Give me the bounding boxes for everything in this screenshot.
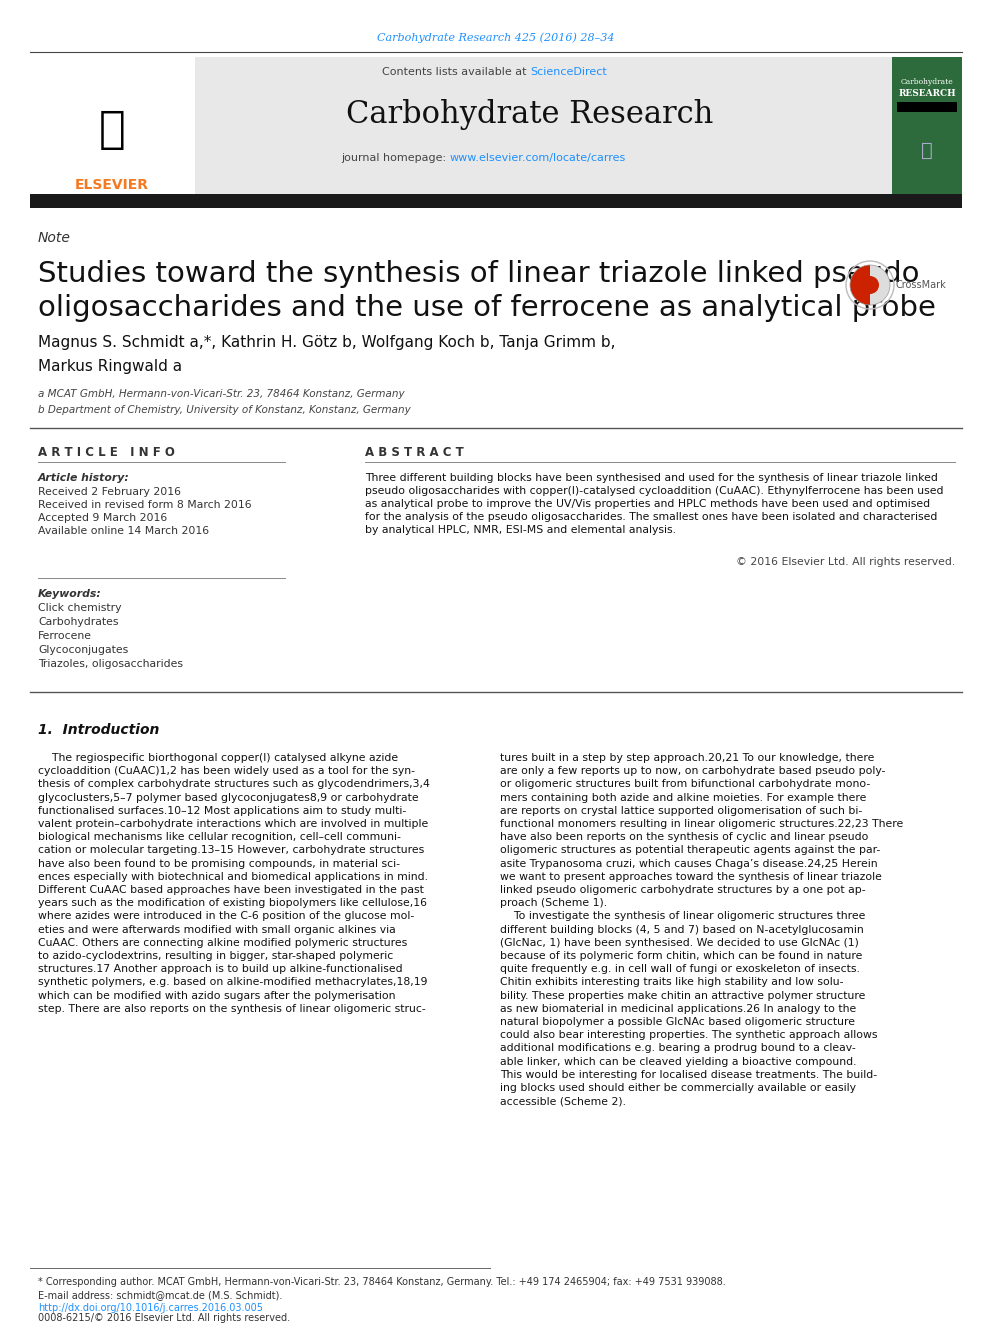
Text: CuAAC. Others are connecting alkine modified polymeric structures: CuAAC. Others are connecting alkine modi…	[38, 938, 408, 947]
Text: Carbohydrates: Carbohydrates	[38, 617, 118, 627]
Text: a MCAT GmbH, Hermann-von-Vicari-Str. 23, 78464 Konstanz, Germany: a MCAT GmbH, Hermann-von-Vicari-Str. 23,…	[38, 389, 405, 400]
Text: Article history:: Article history:	[38, 474, 130, 483]
Text: * Corresponding author. MCAT GmbH, Hermann-von-Vicari-Str. 23, 78464 Konstanz, G: * Corresponding author. MCAT GmbH, Herma…	[38, 1277, 726, 1287]
Text: 0008-6215/© 2016 Elsevier Ltd. All rights reserved.: 0008-6215/© 2016 Elsevier Ltd. All right…	[38, 1312, 290, 1323]
FancyBboxPatch shape	[892, 57, 962, 194]
Text: Contents lists available at: Contents lists available at	[382, 67, 530, 77]
Text: Three different building blocks have been synthesised and used for the synthesis: Three different building blocks have bee…	[365, 474, 937, 483]
Text: able linker, which can be cleaved yielding a bioactive compound.: able linker, which can be cleaved yieldi…	[500, 1057, 856, 1066]
Text: oligomeric structures as potential therapeutic agents against the par-: oligomeric structures as potential thera…	[500, 845, 880, 856]
Text: Available online 14 March 2016: Available online 14 March 2016	[38, 527, 209, 536]
Text: biological mechanisms like cellular recognition, cell–cell communi-: biological mechanisms like cellular reco…	[38, 832, 401, 843]
Text: years such as the modification of existing biopolymers like cellulose,16: years such as the modification of existi…	[38, 898, 427, 908]
Text: we want to present approaches toward the synthesis of linear triazole: we want to present approaches toward the…	[500, 872, 882, 882]
Text: A R T I C L E   I N F O: A R T I C L E I N F O	[38, 446, 175, 459]
FancyBboxPatch shape	[30, 57, 195, 194]
Text: as new biomaterial in medicinal applications.26 In analogy to the: as new biomaterial in medicinal applicat…	[500, 1004, 856, 1013]
Text: thesis of complex carbohydrate structures such as glycodendrimers,3,4: thesis of complex carbohydrate structure…	[38, 779, 430, 790]
Text: structures.17 Another approach is to build up alkine-functionalised: structures.17 Another approach is to bui…	[38, 964, 403, 974]
FancyBboxPatch shape	[897, 102, 957, 112]
Text: ⬛: ⬛	[922, 140, 932, 160]
Text: are only a few reports up to now, on carbohydrate based pseudo poly-: are only a few reports up to now, on car…	[500, 766, 886, 777]
Text: which can be modified with azido sugars after the polymerisation: which can be modified with azido sugars …	[38, 991, 396, 1000]
Text: cation or molecular targeting.13–15 However, carbohydrate structures: cation or molecular targeting.13–15 Howe…	[38, 845, 425, 856]
Text: Accepted 9 March 2016: Accepted 9 March 2016	[38, 513, 168, 523]
Text: linked pseudo oligomeric carbohydrate structures by a one pot ap-: linked pseudo oligomeric carbohydrate st…	[500, 885, 866, 894]
Text: where azides were introduced in the C-6 position of the glucose mol-: where azides were introduced in the C-6 …	[38, 912, 415, 921]
Text: This would be interesting for localised disease treatments. The build-: This would be interesting for localised …	[500, 1070, 877, 1080]
Text: Chitin exhibits interesting traits like high stability and low solu-: Chitin exhibits interesting traits like …	[500, 978, 843, 987]
Text: b Department of Chemistry, University of Konstanz, Konstanz, Germany: b Department of Chemistry, University of…	[38, 405, 411, 415]
Text: The regiospecific biorthogonal copper(I) catalysed alkyne azide: The regiospecific biorthogonal copper(I)…	[38, 753, 398, 763]
Text: Note: Note	[38, 232, 70, 245]
Text: because of its polymeric form chitin, which can be found in nature: because of its polymeric form chitin, wh…	[500, 951, 862, 960]
Text: step. There are also reports on the synthesis of linear oligomeric struc-: step. There are also reports on the synt…	[38, 1004, 426, 1013]
Text: oligosaccharides and the use of ferrocene as analytical probe: oligosaccharides and the use of ferrocen…	[38, 294, 935, 321]
Text: ELSEVIER: ELSEVIER	[75, 179, 149, 192]
Text: 1.  Introduction: 1. Introduction	[38, 722, 160, 737]
Text: as analytical probe to improve the UV/Vis properties and HPLC methods have been : as analytical probe to improve the UV/Vi…	[365, 499, 930, 509]
Text: functional monomers resulting in linear oligomeric structures.22,23 There: functional monomers resulting in linear …	[500, 819, 904, 830]
Text: journal homepage:: journal homepage:	[341, 153, 450, 163]
Text: have also been reports on the synthesis of cyclic and linear pseudo: have also been reports on the synthesis …	[500, 832, 868, 843]
Text: have also been found to be promising compounds, in material sci-: have also been found to be promising com…	[38, 859, 400, 869]
FancyBboxPatch shape	[30, 194, 962, 208]
Text: glycoclusters,5–7 polymer based glycoconjugates8,9 or carbohydrate: glycoclusters,5–7 polymer based glycocon…	[38, 792, 419, 803]
Text: ences especially with biotechnical and biomedical applications in mind.: ences especially with biotechnical and b…	[38, 872, 428, 882]
Text: 🌲: 🌲	[98, 108, 125, 152]
Text: bility. These properties make chitin an attractive polymer structure: bility. These properties make chitin an …	[500, 991, 865, 1000]
Text: E-mail address: schmidt@mcat.de (M.S. Schmidt).: E-mail address: schmidt@mcat.de (M.S. Sc…	[38, 1290, 283, 1301]
Text: for the analysis of the pseudo oligosaccharides. The smallest ones have been iso: for the analysis of the pseudo oligosacc…	[365, 512, 937, 523]
Text: Click chemistry: Click chemistry	[38, 603, 121, 613]
Wedge shape	[850, 265, 870, 306]
Text: CrossMark: CrossMark	[896, 280, 946, 290]
Text: Markus Ringwald a: Markus Ringwald a	[38, 359, 183, 373]
Text: different building blocks (4, 5 and 7) based on N-acetylglucosamin: different building blocks (4, 5 and 7) b…	[500, 925, 864, 934]
Text: www.elsevier.com/locate/carres: www.elsevier.com/locate/carres	[450, 153, 626, 163]
Text: could also bear interesting properties. The synthetic approach allows: could also bear interesting properties. …	[500, 1031, 878, 1040]
Text: quite frequently e.g. in cell wall of fungi or exoskeleton of insects.: quite frequently e.g. in cell wall of fu…	[500, 964, 860, 974]
Text: (GlcNac, 1) have been synthesised. We decided to use GlcNAc (1): (GlcNac, 1) have been synthesised. We de…	[500, 938, 859, 947]
FancyBboxPatch shape	[195, 57, 892, 194]
Text: additional modifications e.g. bearing a prodrug bound to a cleav-: additional modifications e.g. bearing a …	[500, 1044, 856, 1053]
Text: RESEARCH: RESEARCH	[898, 90, 956, 98]
Text: valent protein–carbohydrate interactions which are involved in multiple: valent protein–carbohydrate interactions…	[38, 819, 429, 830]
Text: Received in revised form 8 March 2016: Received in revised form 8 March 2016	[38, 500, 252, 509]
Text: proach (Scheme 1).: proach (Scheme 1).	[500, 898, 607, 908]
Text: Carbohydrate Research: Carbohydrate Research	[346, 99, 713, 131]
Text: asite Trypanosoma cruzi, which causes Chaga’s disease.24,25 Herein: asite Trypanosoma cruzi, which causes Ch…	[500, 859, 878, 869]
Circle shape	[861, 277, 879, 294]
Text: Carbohydrate Research 425 (2016) 28–34: Carbohydrate Research 425 (2016) 28–34	[377, 33, 615, 44]
Text: tures built in a step by step approach.20,21 To our knowledge, there: tures built in a step by step approach.2…	[500, 753, 874, 763]
Wedge shape	[870, 265, 890, 306]
Text: Different CuAAC based approaches have been investigated in the past: Different CuAAC based approaches have be…	[38, 885, 424, 894]
Text: Triazoles, oligosaccharides: Triazoles, oligosaccharides	[38, 659, 183, 669]
Text: A B S T R A C T: A B S T R A C T	[365, 446, 463, 459]
Text: ing blocks used should either be commercially available or easily: ing blocks used should either be commerc…	[500, 1084, 856, 1093]
Text: mers containing both azide and alkine moieties. For example there: mers containing both azide and alkine mo…	[500, 792, 866, 803]
Text: to azido-cyclodextrins, resulting in bigger, star-shaped polymeric: to azido-cyclodextrins, resulting in big…	[38, 951, 393, 960]
Text: © 2016 Elsevier Ltd. All rights reserved.: © 2016 Elsevier Ltd. All rights reserved…	[736, 557, 955, 568]
Text: Glycoconjugates: Glycoconjugates	[38, 646, 128, 655]
Text: Ferrocene: Ferrocene	[38, 631, 92, 642]
Text: natural biopolymer a possible GlcNAc based oligomeric structure: natural biopolymer a possible GlcNAc bas…	[500, 1017, 855, 1027]
Text: synthetic polymers, e.g. based on alkine-modified methacrylates,18,19: synthetic polymers, e.g. based on alkine…	[38, 978, 428, 987]
Text: functionalised surfaces.10–12 Most applications aim to study multi-: functionalised surfaces.10–12 Most appli…	[38, 806, 407, 816]
Text: eties and were afterwards modified with small organic alkines via: eties and were afterwards modified with …	[38, 925, 396, 934]
Text: Carbohydrate: Carbohydrate	[901, 78, 953, 86]
Text: or oligomeric structures built from bifunctional carbohydrate mono-: or oligomeric structures built from bifu…	[500, 779, 870, 790]
Text: are reports on crystal lattice supported oligomerisation of such bi-: are reports on crystal lattice supported…	[500, 806, 862, 816]
Text: by analytical HPLC, NMR, ESI-MS and elemental analysis.: by analytical HPLC, NMR, ESI-MS and elem…	[365, 525, 676, 534]
Text: accessible (Scheme 2).: accessible (Scheme 2).	[500, 1097, 626, 1106]
Text: Keywords:: Keywords:	[38, 589, 102, 599]
Text: http://dx.doi.org/10.1016/j.carres.2016.03.005: http://dx.doi.org/10.1016/j.carres.2016.…	[38, 1303, 263, 1312]
Text: Received 2 February 2016: Received 2 February 2016	[38, 487, 181, 497]
Text: pseudo oligosaccharides with copper(I)-catalysed cycloaddition (CuAAC). Ethynylf: pseudo oligosaccharides with copper(I)-c…	[365, 486, 943, 496]
Text: ScienceDirect: ScienceDirect	[530, 67, 607, 77]
Text: To investigate the synthesis of linear oligomeric structures three: To investigate the synthesis of linear o…	[500, 912, 865, 921]
Text: Studies toward the synthesis of linear triazole linked pseudo: Studies toward the synthesis of linear t…	[38, 261, 920, 288]
Text: cycloaddition (CuAAC)1,2 has been widely used as a tool for the syn-: cycloaddition (CuAAC)1,2 has been widely…	[38, 766, 415, 777]
Text: Magnus S. Schmidt a,*, Kathrin H. Götz b, Wolfgang Koch b, Tanja Grimm b,: Magnus S. Schmidt a,*, Kathrin H. Götz b…	[38, 336, 615, 351]
